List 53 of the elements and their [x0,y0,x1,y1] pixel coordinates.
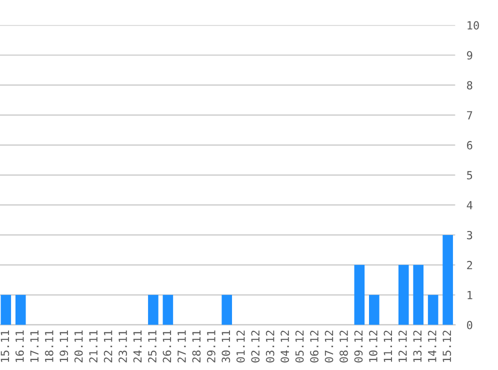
bar [398,264,409,325]
x-tick-label: 08.12 [340,330,348,362]
y-tick-label: 1 [468,291,472,300]
x-tick-label: 16.11 [15,330,24,362]
x-tick-label: 25.11 [148,330,156,362]
x-tick-label: 02.12 [251,330,260,362]
y-tick-label: 0 [467,320,472,330]
x-tick-label: 24.11 [133,330,142,362]
x-tick-label: 13.12 [413,330,422,362]
x-tick-label: 15.12 [442,330,452,362]
y-tick-label: 7 [467,111,472,120]
y-tick-label: 4 [466,201,472,210]
x-tick-label: 29.11 [206,330,216,362]
x-tick-label: 06.12 [310,330,318,362]
bar [428,294,438,325]
bar [148,294,158,325]
x-tick-label: 14.12 [428,330,436,362]
x-tick-label: 04.12 [280,330,290,362]
bar [369,294,380,325]
bar [354,264,365,325]
x-tick-label: 17.11 [30,330,38,362]
x-tick-label: 19.11 [60,330,68,362]
bar [15,294,26,325]
x-tick-label: 18.11 [44,330,54,362]
y-tick-label: 2 [467,260,472,270]
y-tick-label: 9 [466,51,472,60]
x-tick-label: 15.11 [0,330,10,362]
x-tick-label: 12.12 [398,330,407,362]
x-tick-label: 10.12 [369,330,378,362]
y-tick-label: 8 [466,81,472,90]
x-tick-label: 20.11 [74,330,83,362]
x-tick-label: 26.11 [162,330,172,362]
y-tick-label: 5 [467,171,472,180]
x-tick-label: 11.12 [384,330,392,362]
y-tick-label: 6 [467,141,472,150]
y-tick-label: 3 [467,230,472,240]
x-tick-label: 28.11 [192,330,201,362]
x-tick-label: 01.12 [236,330,245,362]
bar [0,294,12,325]
bar [222,294,232,325]
x-tick-label: 27.11 [178,330,186,362]
x-tick-label: 07.12 [324,330,334,362]
x-tick-label: 23.11 [118,330,127,362]
x-tick-label: 09.12 [354,330,363,362]
bar [162,294,174,325]
x-tick-label: 03.12 [266,330,274,362]
y-tick-label: 10 [468,21,479,30]
x-tick-label: 22.11 [104,330,112,362]
bar [413,264,424,325]
x-tick-label: 30.11 [222,330,230,362]
x-tick-label: 21.11 [89,330,98,362]
x-tick-label: 05.12 [295,330,304,362]
bar [442,234,453,325]
